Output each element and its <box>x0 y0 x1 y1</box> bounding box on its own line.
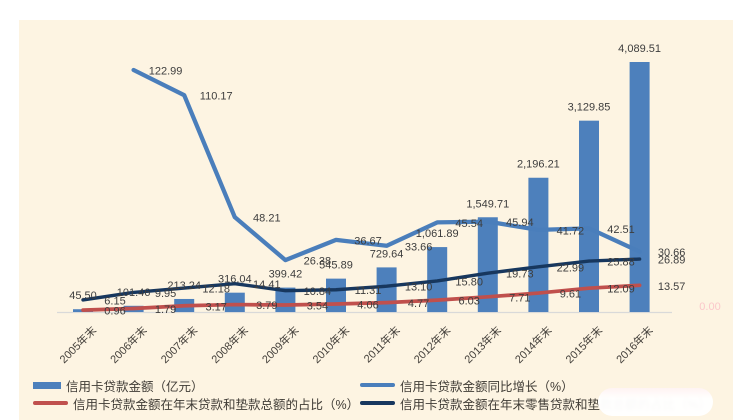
line-value-label: 9.95 <box>155 288 176 300</box>
line-series-3 <box>81 257 642 302</box>
bar-2008年末 <box>224 292 245 312</box>
legend-item-yoy-growth[interactable]: 信用卡贷款金额同比增长（%） <box>360 377 574 394</box>
x-axis-label: 2009年末 <box>259 323 302 366</box>
line-value-label: 122.99 <box>149 66 183 78</box>
line-value-label: 6.03 <box>458 296 479 308</box>
line-value-label: 7.71 <box>509 292 530 304</box>
x-axis-label: 2013年末 <box>461 323 504 366</box>
line-value-label: 42.51 <box>607 224 635 236</box>
line-value-label: 41.72 <box>557 225 585 237</box>
line-series-2 <box>81 283 642 312</box>
bar-2015年末 <box>579 120 599 312</box>
line-value-label: 4.06 <box>357 300 378 312</box>
bar-value-label: 1,549.71 <box>466 198 509 210</box>
line-value-label: 26.38 <box>304 256 332 268</box>
bar-2016年末 <box>629 62 650 312</box>
line-value-label: 14.41 <box>253 279 281 291</box>
line-value-label: 6.15 <box>104 295 125 307</box>
line-value-label: 12.09 <box>607 284 635 296</box>
line-value-label: 9.61 <box>560 289 581 301</box>
x-axis-label: 2006年末 <box>107 323 150 366</box>
line-value-label: 1.79 <box>155 304 176 316</box>
legend-item-total-loan-ratio[interactable]: 信用卡贷款金额在年末贷款和垫款总额的占比（%） <box>33 395 360 412</box>
bar-value-label: 45.50 <box>69 290 97 302</box>
watermark-axis-number: 0.00 <box>699 301 720 313</box>
bar-swatch-icon <box>33 381 61 389</box>
line-value-label: 15.80 <box>455 276 483 288</box>
bar-value-label: 2,196.21 <box>517 159 560 171</box>
line-value-label: 4.77 <box>408 298 429 310</box>
x-axis-label: 2005年末 <box>56 323 99 366</box>
bar-value-label: 213.24 <box>167 280 201 292</box>
bar-value-label: 316.04 <box>218 274 252 286</box>
line-value-label: 22.99 <box>557 262 585 274</box>
line-value-label: 48.21 <box>253 213 281 225</box>
line-swatch-icon <box>360 383 395 387</box>
line-value-label: 36.67 <box>354 235 382 247</box>
line-value-label: 3.54 <box>307 301 328 313</box>
x-axis-label: 2008年末 <box>208 323 251 366</box>
legend-label-total-loan-ratio: 信用卡贷款金额在年末贷款和垫款总额的占比（%） <box>73 397 360 412</box>
line-value-label: 13.57 <box>658 281 686 293</box>
line-value-label: 45.54 <box>455 218 483 230</box>
legend-item-loan-amount[interactable]: 信用卡贷款金额（亿元） <box>33 377 204 394</box>
bar-value-label: 4,089.51 <box>618 43 661 55</box>
line-value-label: 11.31 <box>355 285 382 297</box>
line-series-1 <box>131 67 642 263</box>
x-axis-label: 2015年末 <box>562 323 605 366</box>
x-axis-label: 2010年末 <box>309 323 352 366</box>
line-value-label: 30.66 <box>658 247 686 259</box>
x-axis-label: 2007年末 <box>158 323 201 366</box>
line-value-label: 19.73 <box>506 269 534 281</box>
x-axis-label: 2012年末 <box>411 323 454 366</box>
x-axis-label: 2011年末 <box>361 323 403 365</box>
line-value-label: 3.79 <box>256 300 277 312</box>
line-swatch-icon <box>33 401 68 405</box>
line-value-label: 45.94 <box>506 217 534 229</box>
line-value-label: 0.96 <box>104 306 125 318</box>
legend-label-loan-amount: 信用卡贷款金额（亿元） <box>66 379 204 394</box>
bar-value-label: 729.64 <box>370 248 404 260</box>
line-value-label: 33.66 <box>405 241 433 253</box>
bar-value-label: 545.89 <box>319 260 353 272</box>
watermark-blob <box>598 388 713 416</box>
bar-value-label: 1,061.89 <box>416 228 459 240</box>
bar-value-label: 399.42 <box>269 269 303 281</box>
chart-plot-background <box>19 20 733 420</box>
bar-2013年末 <box>477 217 498 312</box>
bar-2014年末 <box>528 177 549 312</box>
line-value-label: 110.17 <box>200 91 233 103</box>
x-axis-label: 2014年末 <box>512 323 555 366</box>
bar-value-label: 3,129.85 <box>568 102 611 114</box>
legend-label-yoy-growth: 信用卡贷款金额同比增长（%） <box>400 379 574 394</box>
line-value-label: 13.10 <box>405 282 433 294</box>
line-value-label: 26.89 <box>658 255 686 267</box>
line-value-label: 10.84 <box>304 286 332 298</box>
bar-value-label: 101.46 <box>117 287 151 299</box>
x-axis-label: 2016年末 <box>613 323 656 366</box>
line-value-label: 12.18 <box>202 284 230 296</box>
line-value-label: 25.88 <box>607 257 635 269</box>
line-value-label: 3.17 <box>205 301 226 313</box>
line-swatch-icon <box>360 401 395 405</box>
